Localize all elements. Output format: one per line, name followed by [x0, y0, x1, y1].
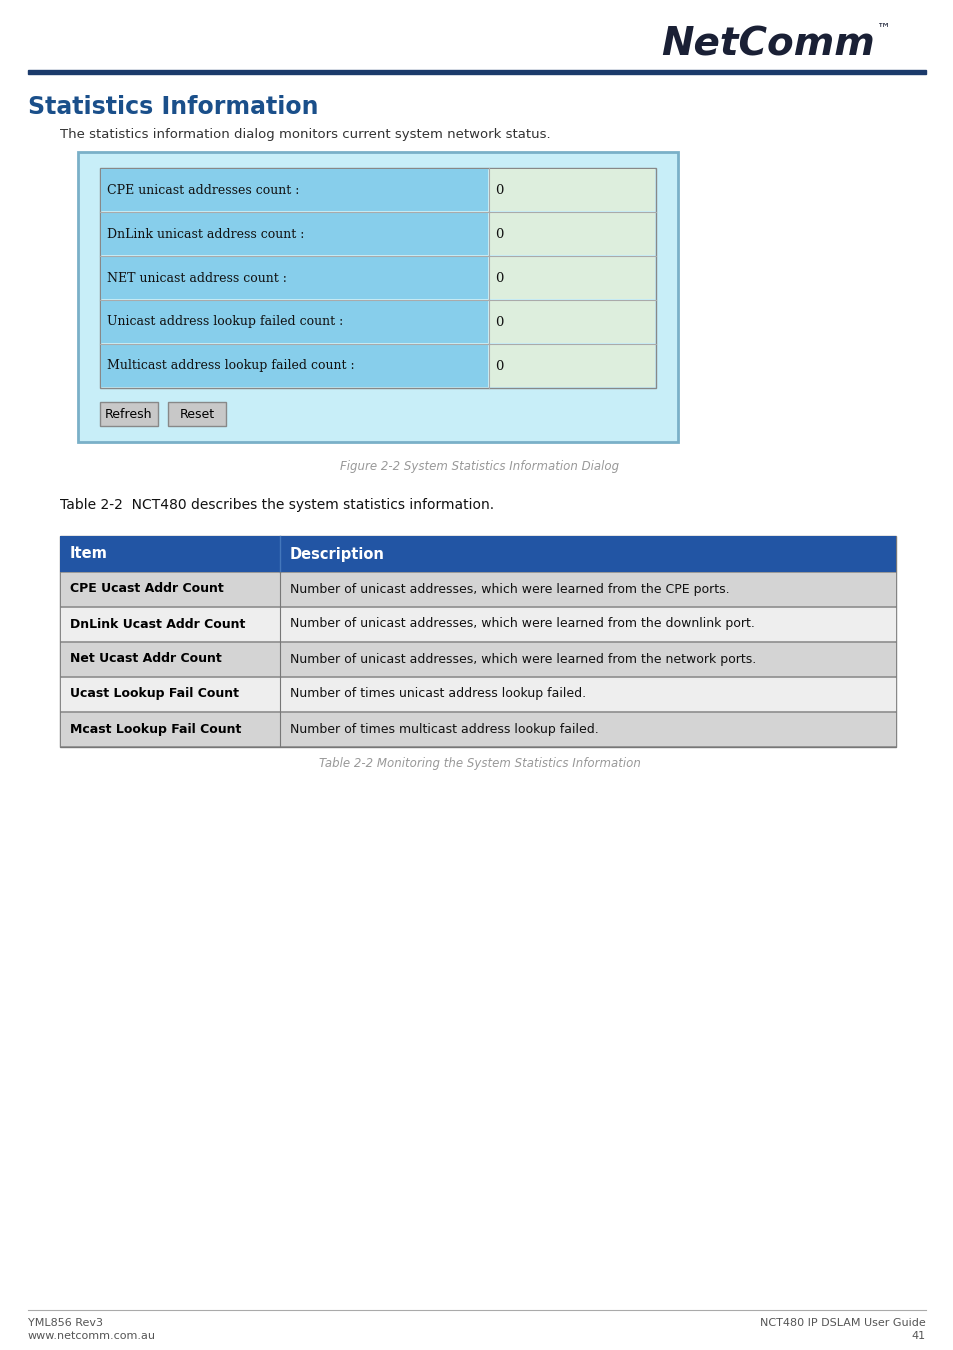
- Text: 0: 0: [495, 228, 503, 240]
- Text: Number of unicast addresses, which were learned from the CPE ports.: Number of unicast addresses, which were …: [290, 582, 729, 595]
- Text: NetComm: NetComm: [660, 26, 874, 63]
- Text: ™: ™: [876, 22, 890, 35]
- Bar: [60, 536, 895, 747]
- Text: Item: Item: [70, 547, 108, 562]
- Text: Multicast address lookup failed count :: Multicast address lookup failed count :: [107, 359, 355, 373]
- Bar: [489, 169, 655, 211]
- Bar: [280, 608, 895, 641]
- Text: Ucast Lookup Fail Count: Ucast Lookup Fail Count: [70, 687, 239, 701]
- Bar: [101, 346, 488, 387]
- Text: 0: 0: [495, 271, 503, 285]
- Bar: [489, 213, 655, 255]
- Bar: [280, 572, 895, 606]
- Text: 0: 0: [495, 184, 503, 197]
- Text: YML856 Rev3: YML856 Rev3: [28, 1318, 103, 1328]
- Bar: [168, 402, 226, 427]
- Bar: [78, 153, 678, 441]
- Text: Statistics Information: Statistics Information: [28, 95, 318, 119]
- Text: 0: 0: [495, 316, 503, 328]
- Text: 41: 41: [911, 1331, 925, 1341]
- Bar: [60, 643, 280, 676]
- Bar: [101, 213, 488, 255]
- Bar: [60, 711, 280, 747]
- Text: Figure 2-2 System Statistics Information Dialog: Figure 2-2 System Statistics Information…: [340, 460, 618, 472]
- Text: DnLink unicast address count :: DnLink unicast address count :: [107, 228, 304, 240]
- Text: NCT480 IP DSLAM User Guide: NCT480 IP DSLAM User Guide: [760, 1318, 925, 1328]
- Text: Number of times unicast address lookup failed.: Number of times unicast address lookup f…: [290, 687, 585, 701]
- Text: Number of times multicast address lookup failed.: Number of times multicast address lookup…: [290, 722, 598, 736]
- Bar: [489, 346, 655, 387]
- Bar: [100, 167, 656, 387]
- Text: Mcast Lookup Fail Count: Mcast Lookup Fail Count: [70, 722, 241, 736]
- Text: Number of unicast addresses, which were learned from the downlink port.: Number of unicast addresses, which were …: [290, 617, 754, 630]
- Bar: [100, 402, 158, 427]
- Text: Number of unicast addresses, which were learned from the network ports.: Number of unicast addresses, which were …: [290, 652, 756, 666]
- Bar: [489, 301, 655, 343]
- Bar: [280, 676, 895, 711]
- Bar: [489, 256, 655, 298]
- Bar: [280, 711, 895, 747]
- Bar: [60, 676, 280, 711]
- Bar: [60, 536, 895, 572]
- Text: Refresh: Refresh: [105, 408, 152, 420]
- Text: The statistics information dialog monitors current system network status.: The statistics information dialog monito…: [60, 128, 550, 140]
- Bar: [101, 256, 488, 298]
- Bar: [28, 70, 925, 74]
- Text: CPE unicast addresses count :: CPE unicast addresses count :: [107, 184, 299, 197]
- Text: Table 2-2 Monitoring the System Statistics Information: Table 2-2 Monitoring the System Statisti…: [318, 757, 640, 769]
- Bar: [280, 643, 895, 676]
- Text: Unicast address lookup failed count :: Unicast address lookup failed count :: [107, 316, 343, 328]
- Bar: [60, 608, 280, 641]
- Text: Table 2-2  NCT480 describes the system statistics information.: Table 2-2 NCT480 describes the system st…: [60, 498, 494, 512]
- Text: Net Ucast Addr Count: Net Ucast Addr Count: [70, 652, 221, 666]
- Text: CPE Ucast Addr Count: CPE Ucast Addr Count: [70, 582, 224, 595]
- Text: DnLink Ucast Addr Count: DnLink Ucast Addr Count: [70, 617, 245, 630]
- Bar: [60, 572, 280, 606]
- Text: NET unicast address count :: NET unicast address count :: [107, 271, 287, 285]
- Text: Description: Description: [290, 547, 384, 562]
- Bar: [101, 169, 488, 211]
- Text: Reset: Reset: [179, 408, 214, 420]
- Text: www.netcomm.com.au: www.netcomm.com.au: [28, 1331, 156, 1341]
- Text: 0: 0: [495, 359, 503, 373]
- Bar: [101, 301, 488, 343]
